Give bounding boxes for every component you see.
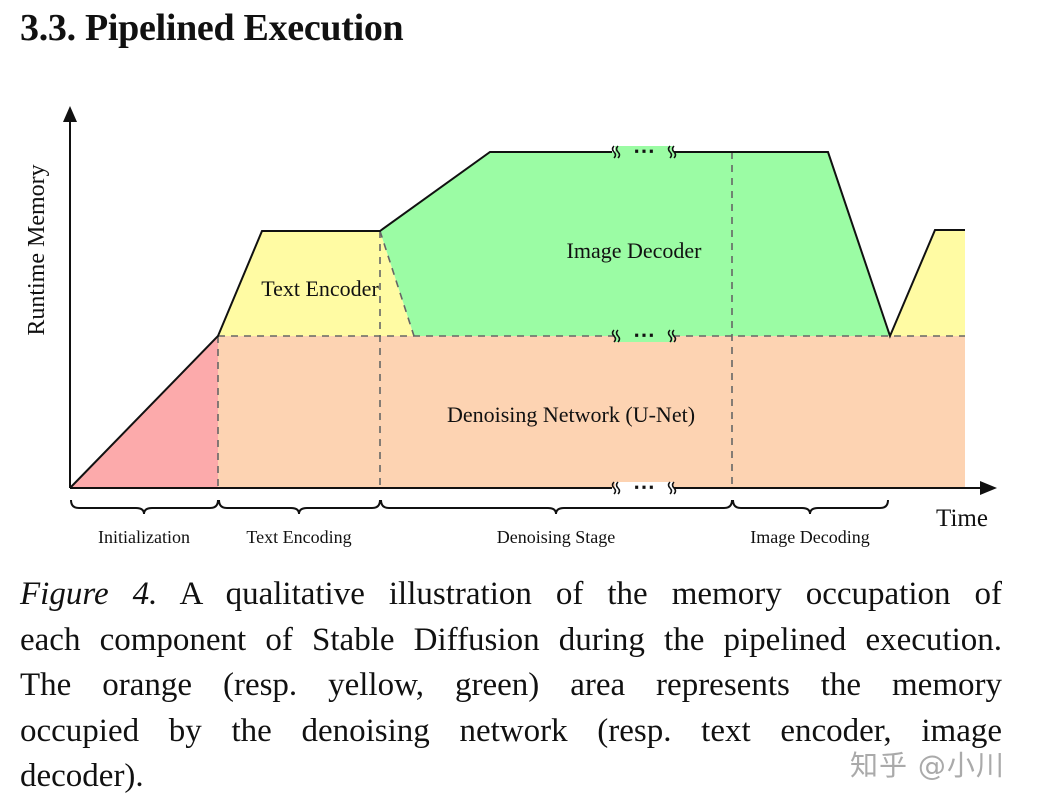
x-axis-arrow-icon <box>980 481 997 495</box>
watermark: 知乎 @小川 <box>850 749 1005 782</box>
stage-label-image-decoding: Image Decoding <box>750 527 869 547</box>
memory-outline <box>69 151 612 489</box>
memory-outline-2 <box>674 151 965 339</box>
text-encoder-label: Text Encoder <box>261 276 379 301</box>
caption-line: Figure 4. A qualitative illustration of … <box>20 572 1002 618</box>
stage-label-initialization: Initialization <box>98 527 190 547</box>
break-dots: ⋯ <box>633 474 655 499</box>
memory-figure: ⋯ ⋯ ⋯ Text Encoder Image Decoder Denoisi… <box>24 106 997 547</box>
figure-number: Figure 4. <box>20 576 158 612</box>
image-decoder-region <box>380 152 890 336</box>
break-squiggles <box>611 145 677 495</box>
stage-label-text-encoding: Text Encoding <box>246 527 351 547</box>
break-dots: ⋯ <box>633 138 655 163</box>
stage-braces <box>70 499 889 515</box>
y-axis-arrow-icon <box>63 106 77 122</box>
text-encoder-region <box>218 231 414 336</box>
denoising-network-label: Denoising Network (U-Net) <box>447 402 695 427</box>
text-encoder-region-next <box>890 230 965 336</box>
image-decoder-label: Image Decoder <box>567 238 703 263</box>
break-dots: ⋯ <box>633 322 655 347</box>
caption-line: occupied by the denoising network (resp.… <box>20 712 1002 749</box>
caption-line: each component of Stable Diffusion durin… <box>20 621 1002 658</box>
break-markers <box>615 146 673 494</box>
section-title: 3.3. Pipelined Execution <box>20 7 404 49</box>
x-axis-label: Time <box>936 505 988 532</box>
caption-line: decoder). <box>20 758 144 794</box>
figure-caption: Figure 4. A qualitative illustration of … <box>20 572 1002 800</box>
caption-line: The orange (resp. yellow, green) area re… <box>20 667 1002 703</box>
stage-label-denoising: Denoising Stage <box>497 527 616 547</box>
denoising-network-region <box>218 336 965 488</box>
dashed-guides <box>217 152 965 488</box>
caption-text: A qualitative illustration of the memory… <box>157 576 1002 612</box>
y-axis-label: Runtime Memory <box>24 164 50 335</box>
